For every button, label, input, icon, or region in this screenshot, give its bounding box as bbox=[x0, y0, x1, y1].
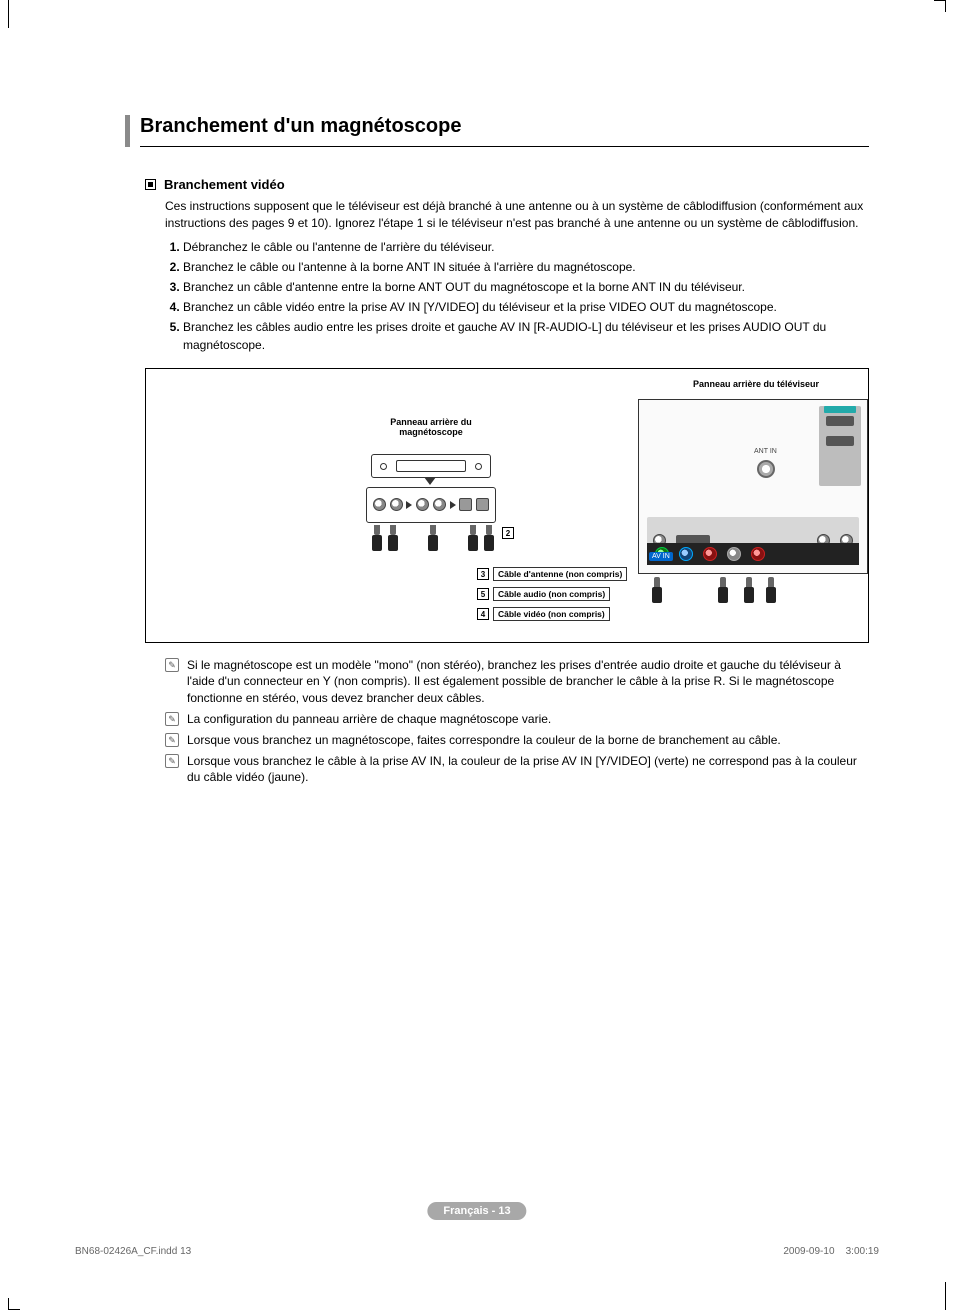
content-area: Branchement d'un magnétoscope Branchemen… bbox=[125, 115, 869, 790]
bullet-square-icon bbox=[145, 179, 156, 190]
vcr-body-icon bbox=[371, 454, 491, 478]
tv-plug-row bbox=[652, 577, 754, 607]
crop-mark-br bbox=[934, 1282, 946, 1310]
callout-badge-4: 4 bbox=[477, 608, 489, 620]
vcr-knob-icon bbox=[475, 463, 482, 470]
vcr-panel-label: Panneau arrière du magnétoscope bbox=[361, 417, 501, 439]
step-item: Branchez un câble vidéo entre la prise A… bbox=[183, 298, 869, 316]
hdmi-port-icon bbox=[826, 436, 854, 446]
rca-port-icon bbox=[416, 498, 429, 511]
cable-plug-icon bbox=[388, 525, 398, 555]
vcr-slot-icon bbox=[396, 460, 466, 472]
callout-badge-2: 2 bbox=[502, 527, 514, 539]
section: Branchement vidéo Ces instructions suppo… bbox=[145, 177, 869, 786]
title-block: Branchement d'un magnétoscope bbox=[125, 115, 869, 147]
hdmi-block bbox=[819, 406, 861, 486]
vcr-knob-icon bbox=[380, 463, 387, 470]
cable-plug-icon bbox=[744, 577, 754, 607]
coax-port-icon bbox=[757, 460, 775, 478]
tv-av-in-row bbox=[647, 543, 859, 565]
cable-plug-icon bbox=[484, 525, 494, 555]
note-row: ✎ Lorsque vous branchez un magnétoscope,… bbox=[165, 732, 869, 749]
arrow-right-icon bbox=[406, 501, 412, 509]
print-footer: BN68-02426A_CF.indd 13 2009-09-10 3:00:1… bbox=[75, 1246, 879, 1257]
page: Branchement d'un magnétoscope Branchemen… bbox=[35, 35, 919, 1275]
step-item: Débranchez le câble ou l'antenne de l'ar… bbox=[183, 238, 869, 256]
tv-rear-panel: ANT IN bbox=[638, 399, 868, 574]
connection-diagram: Panneau arrière du magnétoscope Panneau … bbox=[145, 368, 869, 643]
crop-mark-bl bbox=[8, 1298, 20, 1310]
legend-text: Câble d'antenne (non compris) bbox=[493, 567, 627, 581]
coax-port-icon bbox=[476, 498, 489, 511]
section-intro: Ces instructions supposent que le télévi… bbox=[165, 198, 869, 232]
coax-port-icon bbox=[459, 498, 472, 511]
note-row: ✎ Si le magnétoscope est un modèle "mono… bbox=[165, 657, 869, 707]
notes-block: ✎ Si le magnétoscope est un modèle "mono… bbox=[165, 657, 869, 787]
rca-port-icon bbox=[433, 498, 446, 511]
legend-antenna-cable: 3 Câble d'antenne (non compris) bbox=[476, 567, 628, 581]
cable-plug-icon bbox=[372, 525, 382, 555]
cable-plug-icon bbox=[468, 525, 478, 555]
footer-filename: BN68-02426A_CF.indd 13 bbox=[75, 1246, 191, 1257]
arrow-down-icon bbox=[424, 477, 436, 485]
crop-mark-tr bbox=[934, 0, 946, 12]
steps-list: Débranchez le câble ou l'antenne de l'ar… bbox=[165, 238, 869, 354]
note-row: ✎ La configuration du panneau arrière de… bbox=[165, 711, 869, 728]
crop-mark-tl bbox=[8, 0, 20, 28]
note-icon: ✎ bbox=[165, 733, 179, 747]
section-subhead: Branchement vidéo bbox=[164, 177, 285, 192]
rca-port-icon bbox=[390, 498, 403, 511]
page-number-badge: Français - 13 bbox=[427, 1202, 526, 1220]
cable-plug-icon bbox=[766, 577, 776, 607]
cable-plug-icon bbox=[428, 525, 438, 555]
note-icon: ✎ bbox=[165, 658, 179, 672]
vcr-plug-row bbox=[372, 525, 494, 555]
legend-audio-cable: 5 Câble audio (non compris) bbox=[476, 587, 611, 601]
note-text: La configuration du panneau arrière de c… bbox=[187, 711, 551, 728]
step-item: Branchez un câble d'antenne entre la bor… bbox=[183, 278, 869, 296]
subhead-row: Branchement vidéo bbox=[145, 177, 869, 192]
footer-timestamp: 2009-09-10 3:00:19 bbox=[783, 1246, 879, 1257]
ant-in-label: ANT IN bbox=[754, 448, 777, 455]
callout-badge-3: 3 bbox=[477, 568, 489, 580]
rca-blue-icon bbox=[679, 547, 693, 561]
legend-text: Câble vidéo (non compris) bbox=[493, 607, 610, 621]
arrow-right-icon bbox=[450, 501, 456, 509]
cable-plug-icon bbox=[652, 577, 662, 607]
note-text: Lorsque vous branchez le câble à la pris… bbox=[187, 753, 869, 787]
vcr-rear-panel bbox=[366, 487, 496, 523]
page-title: Branchement d'un magnétoscope bbox=[140, 115, 869, 147]
av-in-label: AV IN bbox=[649, 552, 673, 561]
note-icon: ✎ bbox=[165, 754, 179, 768]
note-text: Si le magnétoscope est un modèle "mono" … bbox=[187, 657, 869, 707]
note-icon: ✎ bbox=[165, 712, 179, 726]
rca-red-icon bbox=[751, 547, 765, 561]
legend-video-cable: 4 Câble vidéo (non compris) bbox=[476, 607, 611, 621]
rca-port-icon bbox=[373, 498, 386, 511]
step-item: Branchez les câbles audio entre les pris… bbox=[183, 318, 869, 354]
rca-white-icon bbox=[727, 547, 741, 561]
rca-red-icon bbox=[703, 547, 717, 561]
cable-plug-icon bbox=[718, 577, 728, 607]
step-item: Branchez le câble ou l'antenne à la born… bbox=[183, 258, 869, 276]
note-row: ✎ Lorsque vous branchez le câble à la pr… bbox=[165, 753, 869, 787]
legend-text: Câble audio (non compris) bbox=[493, 587, 610, 601]
note-text: Lorsque vous branchez un magnétoscope, f… bbox=[187, 732, 781, 749]
tv-panel-label: Panneau arrière du téléviseur bbox=[646, 379, 866, 389]
hdmi-port-icon bbox=[826, 416, 854, 426]
callout-badge-5: 5 bbox=[477, 588, 489, 600]
